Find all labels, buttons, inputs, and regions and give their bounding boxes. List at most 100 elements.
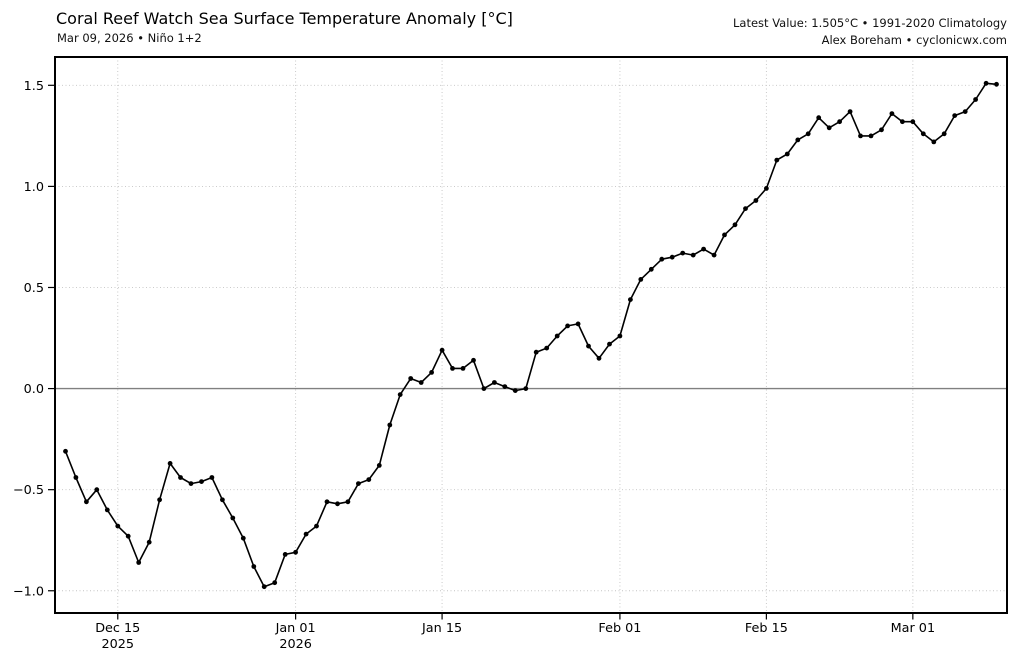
data-point (481, 386, 487, 391)
data-point (638, 277, 644, 282)
y-tick-label: −0.5 (13, 483, 44, 498)
y-tick-label: 1.0 (24, 180, 44, 195)
y-tick-labels: 1.5 1.0 0.5 0.0 −0.5 −1.0 (13, 79, 44, 599)
data-point (104, 507, 110, 513)
data-point (199, 479, 204, 484)
data-point (879, 127, 884, 133)
data-point (272, 580, 278, 586)
data-point (575, 321, 581, 327)
data-point (617, 333, 623, 339)
y-tick-label: 0.0 (24, 382, 44, 397)
data-point (743, 206, 748, 212)
x-tick-sublabel: 2026 (279, 637, 312, 652)
data-point (209, 475, 215, 480)
data-point (701, 246, 706, 252)
x-tick-label: Feb 01 (598, 621, 641, 636)
data-point (941, 131, 947, 137)
data-point (366, 477, 372, 482)
data-point (178, 475, 183, 480)
x-gridlines (117, 57, 914, 613)
x-tick-sublabel: 2025 (101, 637, 134, 652)
series-line (64, 82, 998, 588)
data-point (952, 113, 958, 118)
data-point (784, 151, 790, 157)
data-point (450, 366, 455, 371)
data-point (146, 539, 152, 545)
data-point (816, 115, 822, 121)
data-point (764, 186, 769, 191)
data-point (220, 497, 225, 503)
data-point (167, 461, 173, 466)
data-point (565, 323, 570, 329)
data-point (607, 341, 612, 347)
data-point (680, 250, 686, 256)
y-axis-ticks (48, 84, 55, 592)
data-point (282, 552, 288, 557)
data-point (837, 119, 842, 125)
data-point (732, 222, 738, 228)
data-point (94, 487, 100, 493)
data-point (324, 499, 330, 505)
data-point (387, 422, 393, 428)
data-point (858, 133, 863, 139)
data-point (973, 97, 978, 102)
data-point (805, 131, 811, 137)
data-point (628, 297, 633, 302)
data-points (63, 80, 999, 590)
data-point (711, 252, 717, 258)
data-point (931, 139, 937, 145)
data-point (544, 345, 550, 351)
latest-value-text: Latest Value: 1.505°C • 1991-2020 Climat… (733, 16, 1007, 30)
data-point (136, 560, 142, 565)
data-point (251, 564, 257, 569)
data-point (261, 584, 267, 590)
data-point (492, 380, 497, 385)
data-point (826, 125, 832, 131)
data-point (774, 157, 780, 163)
x-tick-label: Jan 15 (421, 621, 462, 636)
data-point (994, 81, 999, 87)
data-point (408, 376, 414, 381)
data-point (335, 501, 340, 507)
data-point (439, 347, 445, 353)
data-point (418, 380, 424, 385)
data-point (554, 333, 560, 339)
data-point (157, 497, 163, 503)
data-point (63, 448, 68, 454)
data-point (690, 252, 696, 258)
y-tick-label: 0.5 (24, 281, 44, 296)
data-point (753, 198, 759, 203)
y-gridlines (55, 84, 1007, 592)
data-point (889, 111, 895, 116)
data-point (460, 366, 466, 371)
data-point (868, 133, 874, 139)
data-point (73, 475, 79, 480)
x-tick-label: Dec 15 (95, 621, 140, 636)
data-point (240, 535, 246, 541)
header-meta: Latest Value: 1.505°C • 1991-2020 Climat… (733, 15, 1007, 49)
data-point (512, 388, 518, 393)
chart-subtitle: Mar 09, 2026 • Niño 1+2 (57, 31, 202, 45)
data-point (293, 549, 298, 555)
data-point (586, 343, 591, 349)
data-point (523, 386, 529, 391)
data-point (303, 531, 309, 537)
data-point (920, 131, 926, 137)
data-point (648, 266, 654, 272)
data-point (795, 137, 801, 143)
data-point (983, 80, 989, 86)
data-point (188, 481, 194, 486)
data-point (115, 523, 121, 529)
data-point (962, 109, 968, 114)
x-tick-label: Mar 01 (891, 621, 936, 636)
data-point (345, 499, 351, 505)
data-point (356, 481, 361, 486)
data-point (659, 256, 665, 262)
data-point (900, 119, 905, 125)
data-point (533, 349, 539, 355)
credit-text: Alex Boreham • cyclonicwx.com (821, 33, 1007, 47)
data-point (910, 119, 916, 125)
data-point (314, 523, 319, 529)
